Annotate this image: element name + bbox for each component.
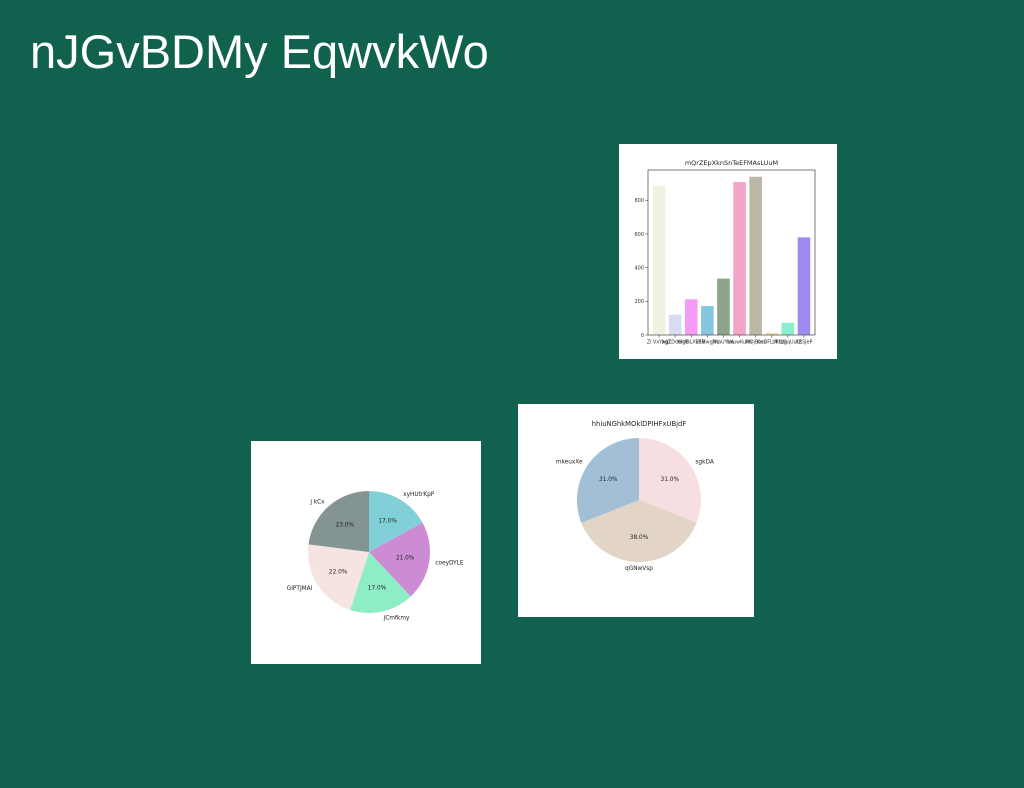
bar [749,177,762,335]
bar [653,186,666,335]
pie2-slice-label: sgkDA [695,460,713,466]
bar-chart-title: mQrZEpXknSnTeEFMAsLUuM [685,159,778,167]
pie-chart-1: 17.0% xyHUtrKpP 21.0% coeyDYLE 17.0% jCmfkmy 2… [251,441,481,664]
pie1-slice-label: jCmfkmy [383,615,410,621]
bar [701,306,714,335]
pie-chart-panel-1: 17.0% xyHUtrKpP 21.0% coeyDYLE 17.0% jCmfkmy 2… [251,441,481,664]
pie1-pct-label: 21.0% [396,556,415,562]
y-tick-label: 400 [634,265,644,271]
pie2-slice-label: qGNwVsp [625,566,653,572]
pie1-pct-label: 22.0% [329,570,348,576]
pie1-pct-label: 17.0% [368,586,387,592]
plot-frame [648,170,815,335]
x-tick-label: XRSJeP [795,340,812,346]
bar [798,237,811,335]
bar-chart-panel: mQrZEpXknSnTeEFMAsLUuM 0 200 400 600 800 ZI Vx… [619,144,837,359]
pie2-slice-label: mkeuxXe [556,460,583,466]
bar [717,279,730,335]
pie1-slice-label: j kCx [309,500,325,506]
pie1-pct-label: 17.0% [378,518,397,524]
pie-chart-panel-2: hhiuNGhkMOklDPIHFxUBjdF 31.0% sgkDA 38.0% qG… [518,404,754,617]
y-tick-label: 800 [634,198,644,204]
bar [782,323,795,335]
bar [685,299,698,335]
bar [669,315,682,335]
bar [733,182,746,335]
pie-chart-2: hhiuNGhkMOklDPIHFxUBjdF 31.0% sgkDA 38.0% qG… [518,404,754,617]
pie1-slice-label: xyHUtrKpP [403,492,435,498]
pie2-title: hhiuNGhkMOklDPIHFxUBjdF [592,420,687,428]
pie2-pct-label: 38.0% [630,535,649,541]
pie1-slice-label: GIPTJMAI [287,586,313,592]
page-title: nJGvBDMy EqwvkWo [30,24,489,79]
pie1-slice-label: coeyDYLE [435,560,464,566]
y-tick-label: 600 [634,232,644,238]
pie2-pct-label: 31.0% [661,477,680,483]
pie2-pct-label: 31.0% [599,477,618,483]
y-tick-label: 200 [634,299,644,305]
y-tick-label: 0 [641,333,644,339]
pie1-pct-label: 23.0% [336,523,355,529]
